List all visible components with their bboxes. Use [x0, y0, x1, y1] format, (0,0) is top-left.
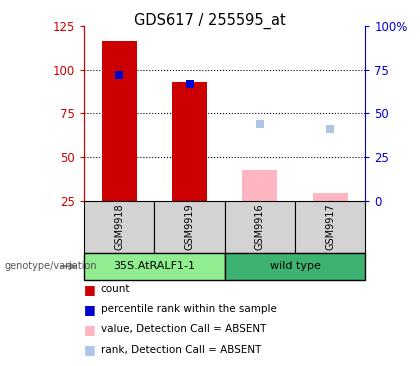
Text: wild type: wild type	[270, 261, 320, 271]
Text: GSM9916: GSM9916	[255, 203, 265, 250]
Bar	[295, 201, 365, 253]
Point	[327, 126, 333, 132]
Point	[257, 121, 263, 127]
Bar	[84, 253, 225, 280]
Text: ■: ■	[84, 343, 96, 356]
Text: GSM9919: GSM9919	[184, 203, 194, 250]
Text: ■: ■	[84, 303, 96, 316]
Text: genotype/variation: genotype/variation	[4, 261, 97, 271]
Text: ■: ■	[84, 283, 96, 296]
Bar	[312, 193, 348, 201]
Bar	[225, 201, 295, 253]
Text: rank, Detection Call = ABSENT: rank, Detection Call = ABSENT	[101, 344, 261, 355]
Text: ■: ■	[84, 323, 96, 336]
Text: GDS617 / 255595_at: GDS617 / 255595_at	[134, 13, 286, 29]
Bar	[155, 201, 225, 253]
Text: 35S.AtRALF1-1: 35S.AtRALF1-1	[113, 261, 195, 271]
Bar	[242, 170, 278, 201]
Text: percentile rank within the sample: percentile rank within the sample	[101, 304, 277, 314]
Text: GSM9917: GSM9917	[325, 203, 335, 250]
Bar	[172, 82, 207, 201]
Bar	[84, 201, 155, 253]
Point	[186, 81, 193, 86]
Bar	[225, 253, 365, 280]
Point	[116, 72, 123, 78]
Text: GSM9918: GSM9918	[114, 203, 124, 250]
Bar	[102, 41, 137, 201]
Text: count: count	[101, 284, 130, 294]
Text: value, Detection Call = ABSENT: value, Detection Call = ABSENT	[101, 324, 266, 335]
